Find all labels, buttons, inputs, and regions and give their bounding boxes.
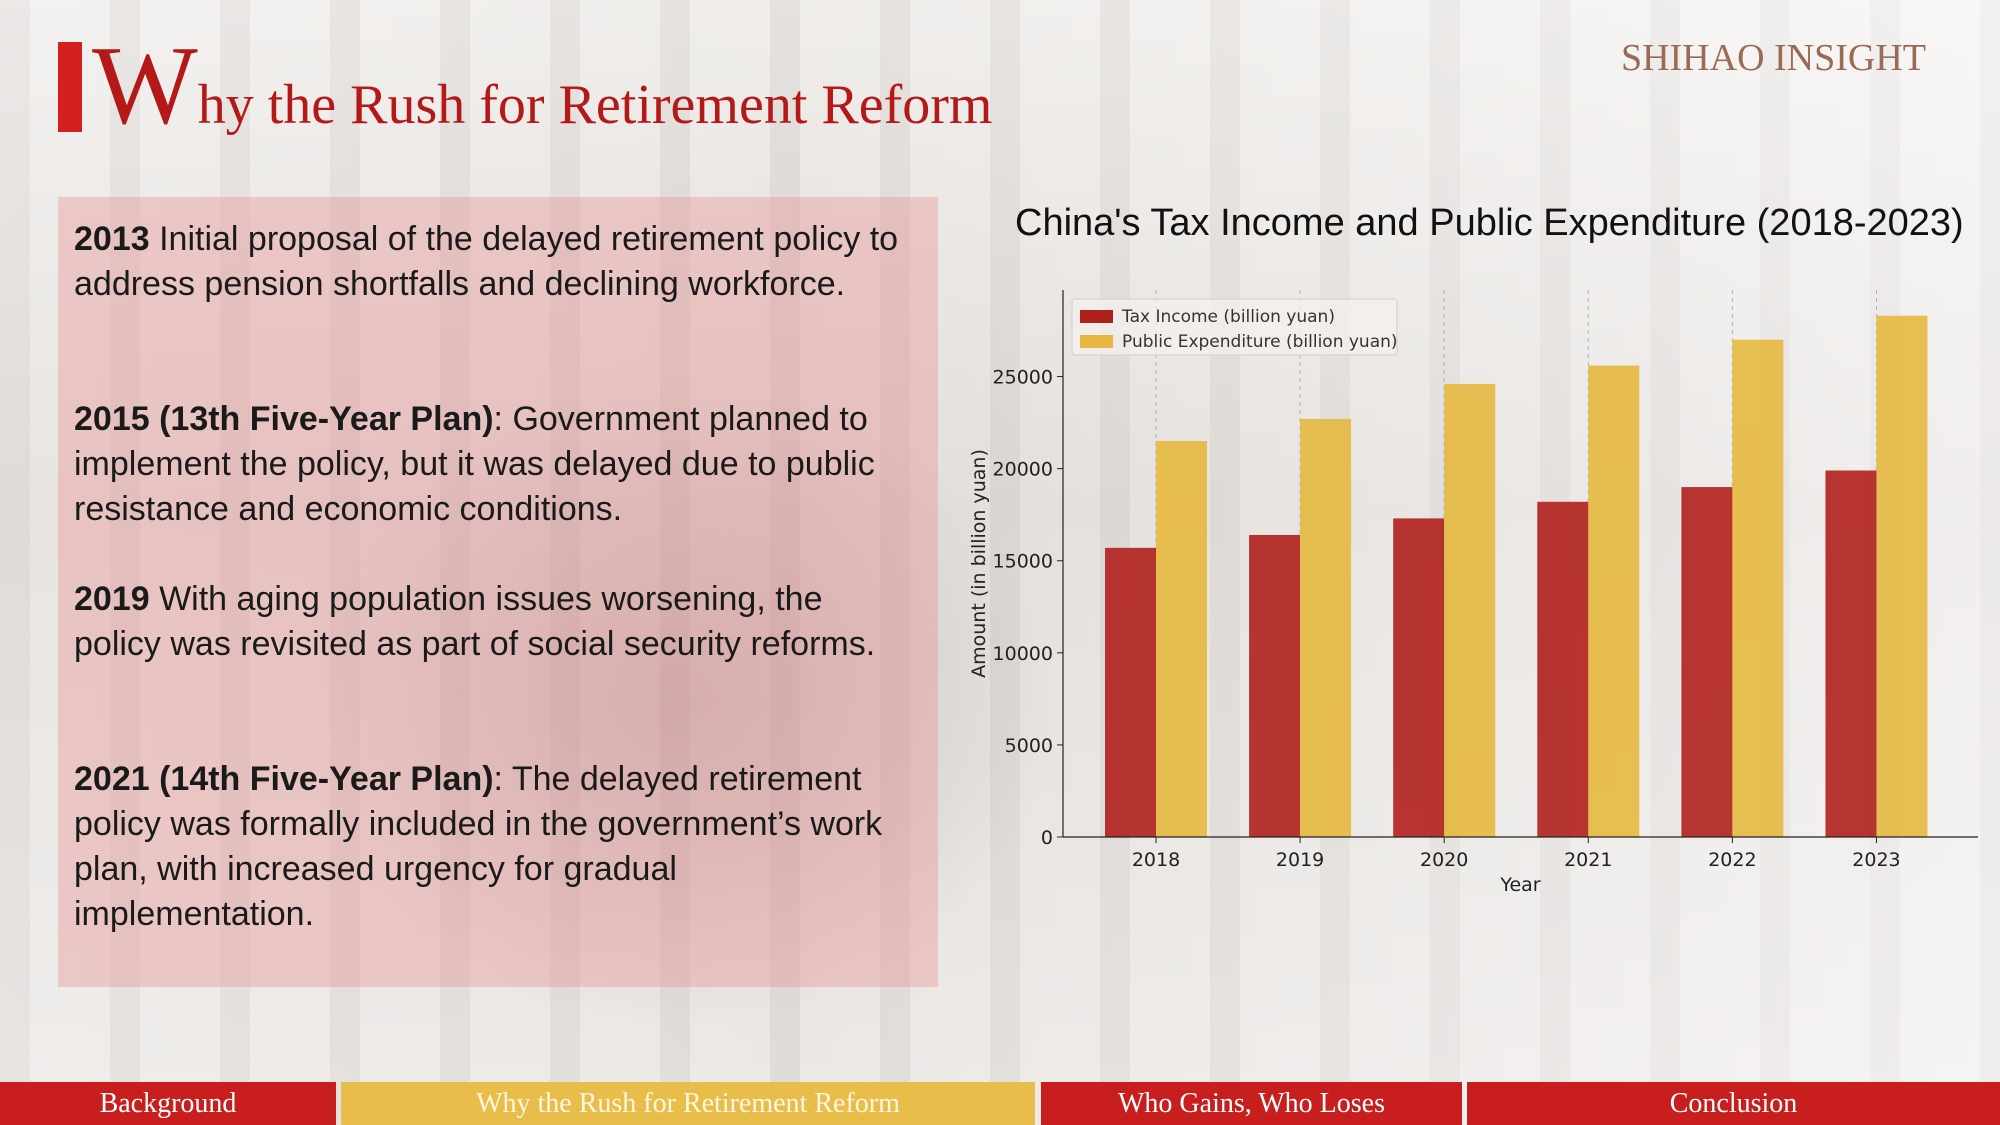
brand-logo-text: SHIHAO INSIGHT bbox=[1620, 37, 1926, 79]
legend-swatch bbox=[1080, 335, 1113, 348]
chart-title: China's Tax Income and Public Expenditur… bbox=[1015, 202, 1964, 244]
bar-public-2018 bbox=[1156, 441, 1207, 837]
timeline-panel: 2013 Initial proposal of the delayed ret… bbox=[58, 197, 938, 987]
y-tick-label: 0 bbox=[1041, 827, 1053, 849]
y-tick-label: 10000 bbox=[993, 643, 1053, 665]
bar-tax-2019 bbox=[1249, 534, 1301, 837]
y-tick-label: 20000 bbox=[993, 459, 1053, 481]
bar-public-2019 bbox=[1300, 418, 1352, 837]
timeline-year: 2015 (13th Five-Year Plan) bbox=[74, 400, 494, 438]
x-tick-label: 2022 bbox=[1708, 849, 1756, 871]
bar-tax-2021 bbox=[1537, 501, 1589, 837]
bar-tax-2020 bbox=[1393, 518, 1445, 837]
timeline-text: : The delayed retirement policy was form… bbox=[74, 760, 883, 933]
tab-who-gains-who-loses[interactable]: Who Gains, Who Loses bbox=[1041, 1082, 1462, 1125]
y-axis-label: Amount (in billion yuan) bbox=[968, 449, 990, 678]
bar-tax-2023 bbox=[1825, 470, 1877, 837]
x-axis-label: Year bbox=[1499, 874, 1540, 896]
tab-background[interactable]: Background bbox=[0, 1082, 336, 1125]
bar-tax-2022 bbox=[1681, 487, 1733, 837]
timeline-year: 2013 bbox=[74, 220, 150, 258]
timeline-text: With aging population issues worsening, … bbox=[74, 580, 876, 663]
timeline-item: 2021 (14th Five-Year Plan): The delayed … bbox=[74, 757, 914, 937]
bottom-navigation: Background Why the Rush for Retirement R… bbox=[0, 1082, 2000, 1125]
timeline-text: Initial proposal of the delayed retireme… bbox=[74, 220, 899, 303]
x-tick-label: 2021 bbox=[1564, 849, 1612, 871]
tab-conclusion[interactable]: Conclusion bbox=[1467, 1082, 2000, 1125]
y-tick-label: 25000 bbox=[993, 367, 1053, 389]
bar-public-2020 bbox=[1444, 383, 1496, 837]
timeline-item: 2013 Initial proposal of the delayed ret… bbox=[74, 217, 914, 307]
timeline-text: : Government planned to implement the po… bbox=[74, 400, 875, 528]
y-tick-label: 15000 bbox=[993, 551, 1053, 573]
x-tick-label: 2023 bbox=[1852, 849, 1900, 871]
bar-public-2021 bbox=[1588, 365, 1640, 837]
bar-tax-2018 bbox=[1105, 547, 1156, 837]
title-accent-bar bbox=[58, 42, 82, 132]
bar-public-2022 bbox=[1732, 339, 1784, 837]
tab-why-the-rush[interactable]: Why the Rush for Retirement Reform bbox=[341, 1082, 1035, 1125]
legend-swatch bbox=[1080, 310, 1113, 323]
legend-box bbox=[1071, 298, 1398, 356]
title-initial: W bbox=[92, 24, 198, 148]
x-tick-label: 2018 bbox=[1132, 849, 1180, 871]
timeline-year: 2019 bbox=[74, 580, 150, 618]
legend-label: Tax Income (billion yuan) bbox=[1121, 307, 1335, 327]
page-title: Why the Rush for Retirement Reform bbox=[92, 30, 992, 142]
x-tick-label: 2019 bbox=[1276, 849, 1324, 871]
y-tick-label: 5000 bbox=[1005, 735, 1053, 757]
title-rest: hy the Rush for Retirement Reform bbox=[197, 74, 993, 136]
x-tick-label: 2020 bbox=[1420, 849, 1468, 871]
timeline-item: 2019 With aging population issues worsen… bbox=[74, 577, 914, 667]
legend-label: Public Expenditure (billion yuan) bbox=[1122, 332, 1398, 352]
timeline-year: 2021 (14th Five-Year Plan) bbox=[74, 760, 494, 798]
background-people bbox=[300, 380, 1060, 1030]
bar-public-2023 bbox=[1876, 315, 1928, 837]
bar-chart: 0 5000 10000 15000 20000 25000 2018 2019 2020 202… bbox=[968, 290, 1978, 896]
timeline-item: 2015 (13th Five-Year Plan): Government p… bbox=[74, 397, 914, 532]
